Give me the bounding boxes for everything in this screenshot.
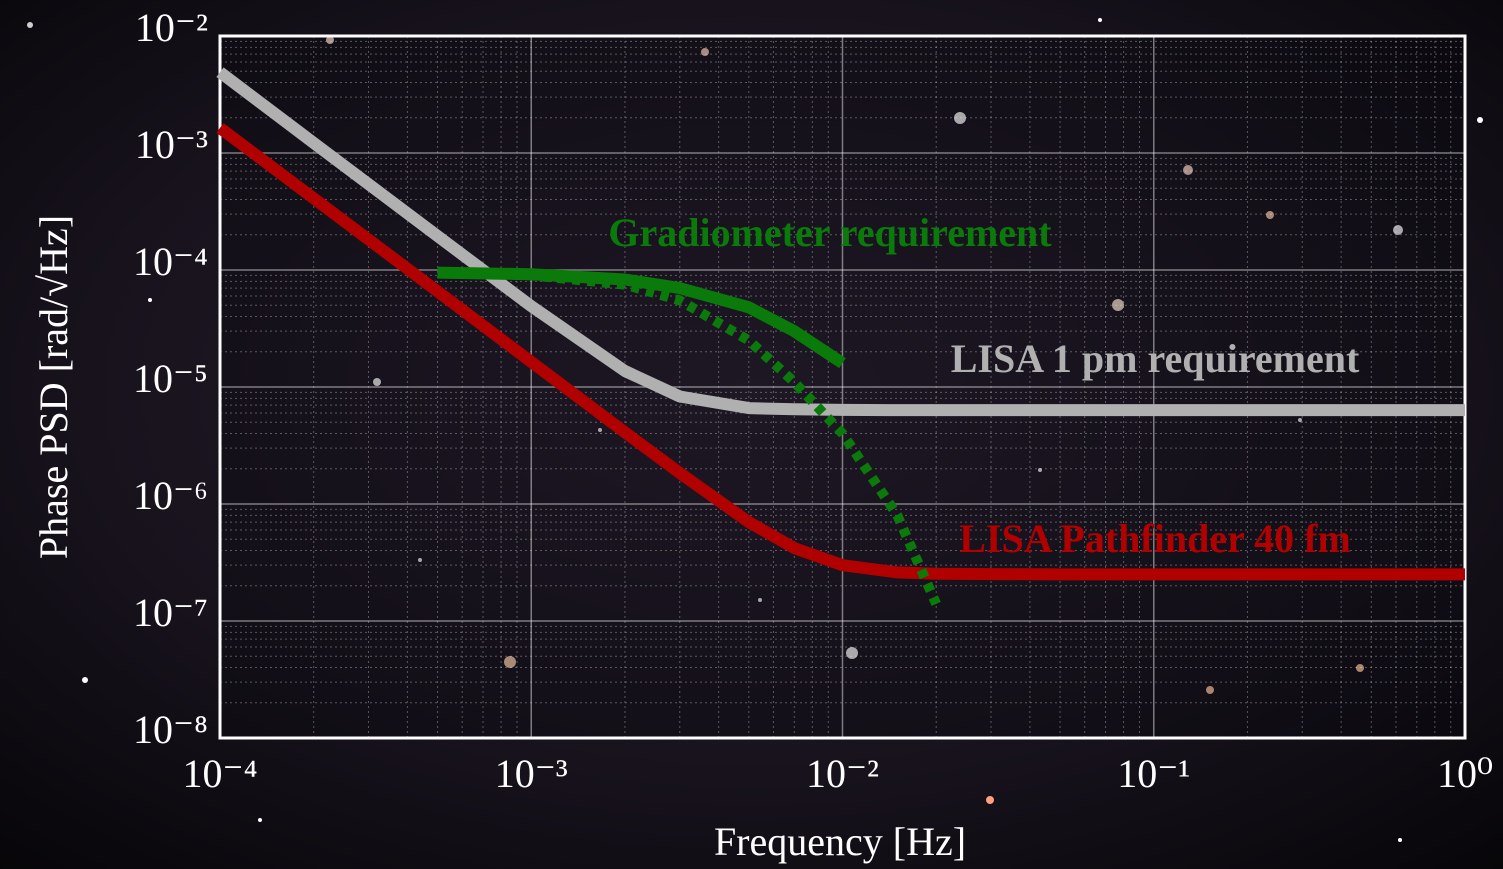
series-label: Gradiometer requirement (608, 210, 1052, 255)
series-label: LISA 1 pm requirement (951, 336, 1360, 381)
chart: 10⁻⁸ 10⁻⁷ 10⁻⁶ 10⁻⁵ 10⁻⁴ 10⁻³ 10⁻² 10⁻⁴ 10⁻³ 10⁻²… (0, 0, 1503, 869)
x-tick-label: 10⁻¹ (1117, 751, 1190, 796)
y-tick-label: 10⁻⁵ (133, 356, 208, 401)
x-tick-label: 10⁻³ (495, 751, 568, 796)
x-tick-label: 10⁻² (806, 751, 879, 796)
x-tick-label: 10⁰ (1437, 751, 1493, 796)
x-axis-label: Frequency [Hz] (714, 819, 966, 864)
x-tick-label: 10⁻⁴ (182, 751, 257, 796)
y-tick-label: 10⁻⁷ (133, 590, 208, 635)
y-tick-label: 10⁻⁴ (133, 239, 208, 284)
series-label: LISA Pathfinder 40 fm (959, 516, 1351, 561)
y-tick-label: 10⁻⁸ (133, 707, 208, 752)
y-tick-label: 10⁻³ (135, 122, 208, 167)
y-tick-label: 10⁻⁶ (133, 473, 208, 518)
page: {"chart_data": { "type": "line", "x_labe… (0, 0, 1503, 869)
y-tick-label: 10⁻² (135, 5, 208, 50)
y-axis-label: Phase PSD [rad/√Hz] (31, 215, 76, 559)
